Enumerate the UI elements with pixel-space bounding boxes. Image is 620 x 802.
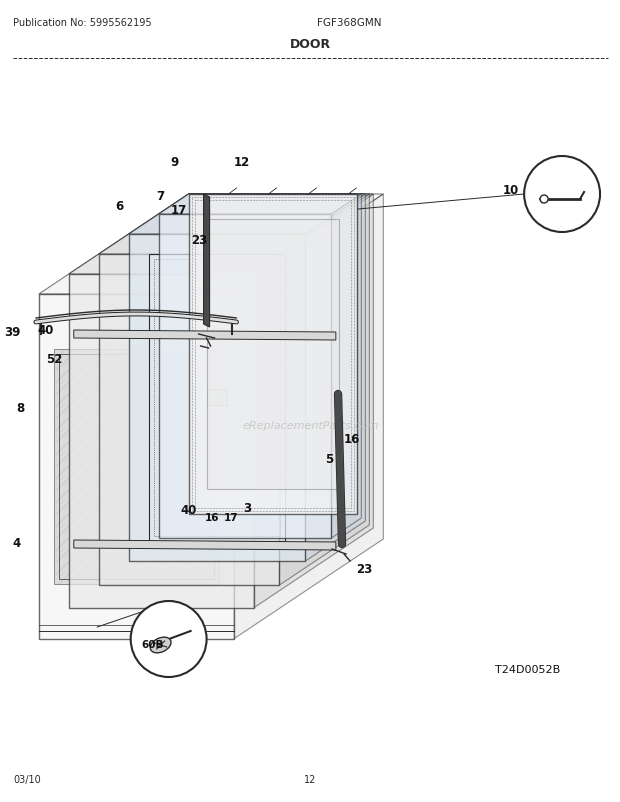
Polygon shape — [332, 195, 361, 538]
Polygon shape — [99, 255, 280, 585]
Polygon shape — [159, 215, 332, 538]
Polygon shape — [69, 274, 254, 608]
Text: FGF368GMN: FGF368GMN — [317, 18, 381, 27]
Ellipse shape — [150, 638, 171, 653]
Polygon shape — [39, 195, 383, 294]
Polygon shape — [39, 294, 234, 639]
Text: 17: 17 — [170, 203, 187, 217]
Polygon shape — [129, 235, 306, 561]
Circle shape — [540, 196, 548, 204]
Text: 8: 8 — [17, 402, 25, 415]
Polygon shape — [69, 195, 373, 274]
Polygon shape — [306, 195, 365, 561]
Text: 23: 23 — [356, 563, 372, 576]
Text: T24D0052B: T24D0052B — [495, 664, 560, 674]
Polygon shape — [280, 195, 370, 585]
Text: eReplacementParts.com: eReplacementParts.com — [242, 420, 379, 430]
Text: 39: 39 — [4, 326, 21, 339]
Text: 3: 3 — [244, 502, 252, 515]
Text: DOOR: DOOR — [290, 38, 331, 51]
Text: 03/10: 03/10 — [13, 775, 41, 784]
Text: 6: 6 — [115, 200, 124, 213]
Polygon shape — [188, 195, 357, 514]
Polygon shape — [74, 330, 336, 341]
Polygon shape — [99, 195, 370, 255]
Polygon shape — [254, 195, 373, 608]
Text: 12: 12 — [304, 775, 317, 784]
Text: Publication No: 5995562195: Publication No: 5995562195 — [13, 18, 152, 27]
Text: 16: 16 — [344, 432, 360, 445]
Text: 7: 7 — [157, 190, 165, 203]
Text: 40: 40 — [37, 324, 54, 337]
Text: 60B: 60B — [141, 639, 164, 649]
Polygon shape — [203, 195, 210, 327]
Text: 17: 17 — [224, 512, 239, 522]
Polygon shape — [74, 541, 336, 550]
Polygon shape — [206, 220, 339, 489]
Text: 10: 10 — [503, 184, 519, 196]
Text: 16: 16 — [205, 512, 219, 522]
Text: 23: 23 — [192, 233, 208, 246]
Text: 52: 52 — [46, 353, 62, 366]
Circle shape — [131, 602, 206, 677]
Polygon shape — [159, 195, 361, 215]
Polygon shape — [54, 350, 219, 585]
Polygon shape — [234, 195, 383, 639]
Text: 4: 4 — [12, 537, 21, 549]
Text: 9: 9 — [170, 156, 179, 169]
Polygon shape — [206, 390, 226, 406]
Text: 5: 5 — [325, 452, 333, 465]
Circle shape — [524, 157, 600, 233]
Text: 12: 12 — [234, 156, 250, 169]
Polygon shape — [129, 195, 365, 235]
Text: 40: 40 — [180, 503, 197, 516]
